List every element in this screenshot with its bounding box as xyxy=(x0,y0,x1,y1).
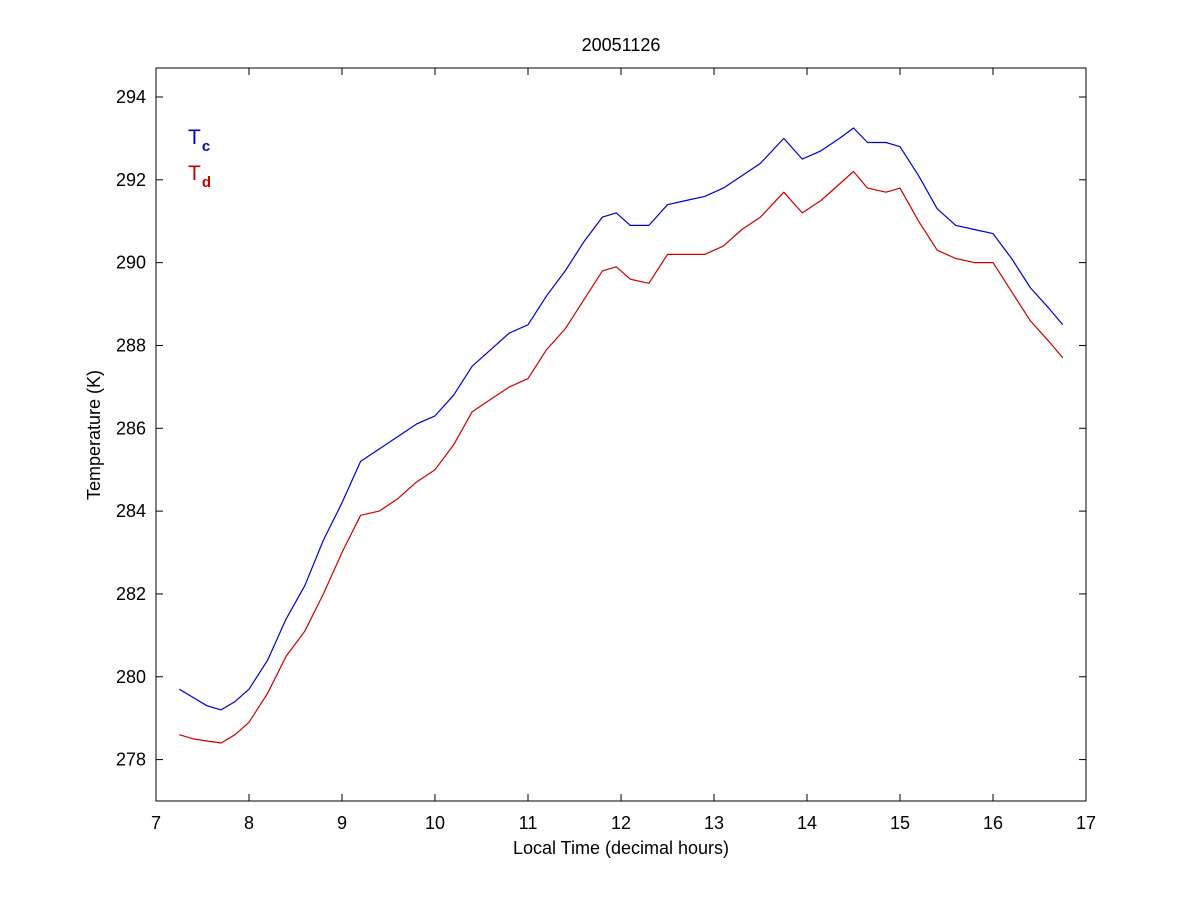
legend: Tc Td xyxy=(188,126,211,191)
legend-entry-tc: Tc xyxy=(188,126,210,155)
x-tick-label: 8 xyxy=(244,813,254,833)
y-tick-label: 292 xyxy=(116,170,146,190)
legend-entry-td: Td xyxy=(188,162,211,191)
y-axis-label: Temperature (K) xyxy=(84,370,104,500)
y-tick-label: 286 xyxy=(116,418,146,438)
x-tick-label: 7 xyxy=(151,813,161,833)
legend-subscript-tc: c xyxy=(202,138,210,155)
legend-label-td: T xyxy=(188,162,201,185)
x-tick-label: 16 xyxy=(983,813,1003,833)
legend-subscript-td: d xyxy=(202,174,211,191)
y-tick-label: 290 xyxy=(116,253,146,273)
chart-title: 20051126 xyxy=(582,35,661,55)
series-lines xyxy=(178,127,1064,744)
x-tick-label: 9 xyxy=(337,813,347,833)
x-tick-label: 11 xyxy=(519,813,538,833)
axis-tick-labels: 7 8 9 10 11 12 13 14 15 16 17 278 280 282 284 286 288 290… xyxy=(116,87,1096,833)
series-line-td xyxy=(179,170,1064,744)
x-tick-label: 12 xyxy=(611,813,631,833)
y-tick-label: 280 xyxy=(116,667,146,687)
y-tick-label: 278 xyxy=(116,750,146,770)
x-tick-label: 14 xyxy=(797,813,817,833)
y-tick-label: 288 xyxy=(116,335,146,355)
x-tick-label: 13 xyxy=(704,813,724,833)
legend-label-tc: T xyxy=(188,126,201,149)
x-tick-label: 15 xyxy=(890,813,910,833)
x-tick-label: 17 xyxy=(1076,813,1096,833)
y-tick-label: 294 xyxy=(116,87,146,107)
x-tick-label: 10 xyxy=(425,813,445,833)
y-tick-label: 282 xyxy=(116,584,146,604)
x-axis-label: Local Time (decimal hours) xyxy=(513,838,729,858)
y-tick-label: 284 xyxy=(116,501,146,521)
series-line-tc xyxy=(178,127,1064,711)
axis-ticks xyxy=(155,68,1087,801)
